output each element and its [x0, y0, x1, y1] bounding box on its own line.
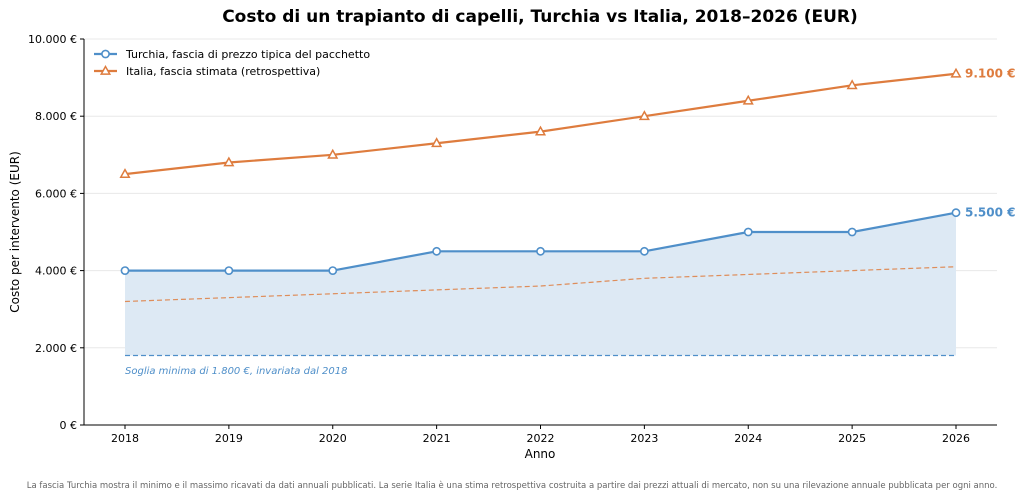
data-point-italia	[327, 148, 339, 159]
series-markers	[119, 67, 962, 275]
data-point-turchia	[536, 246, 545, 256]
series-line-italia	[124, 72, 957, 176]
y-tick-label: 4.000 €	[35, 265, 77, 278]
x-tick-label: 2019	[215, 432, 243, 445]
data-point-italia	[846, 79, 858, 90]
italia-lower-line	[124, 266, 957, 303]
legend-marker-turchia	[101, 49, 110, 59]
data-point-italia	[950, 67, 962, 78]
data-point-italia	[638, 110, 650, 121]
y-axis-label: Costo per intervento (EUR)	[8, 151, 22, 313]
data-point-italia	[534, 125, 547, 136]
data-point-turchia	[120, 266, 130, 275]
x-tick-label: 2026	[942, 432, 970, 445]
y-tick-label: 10.000 €	[28, 33, 77, 46]
legend: Turchia, fascia di prezzo tipica del pac…	[94, 48, 370, 78]
legend-label-turchia: Turchia, fascia di prezzo tipica del pac…	[125, 48, 370, 61]
data-point-italia	[119, 168, 131, 178]
x-tick-label: 2022	[527, 432, 555, 445]
footnote: La fascia Turchia mostra il minimo e il …	[27, 480, 998, 491]
threshold-annotation: Soglia minima di 1.800 €, invariata dal …	[125, 366, 347, 377]
data-point-turchia	[951, 208, 961, 218]
data-point-italia	[223, 156, 235, 167]
end-labels: 5.500 € 9.100 €	[965, 67, 1015, 220]
data-point-turchia	[432, 246, 442, 256]
data-point-turchia	[743, 227, 753, 237]
x-tick-label: 2025	[838, 432, 866, 445]
turchia-band-area	[125, 212, 956, 356]
x-tick-label: 2023	[630, 432, 658, 445]
y-tick-label: 0 €	[60, 419, 78, 432]
y-tick-label: 2.000 €	[35, 342, 77, 355]
tick-labels: 0 € 2.000 € 4.000 € 6.000 € 8.000 € 10.000 € 2…	[28, 33, 970, 445]
x-tick-label: 2024	[734, 432, 762, 445]
y-tick-label: 8.000 €	[35, 110, 77, 123]
data-point-italia	[742, 94, 754, 105]
chart-title: Costo di un trapianto di capelli, Turchi…	[222, 7, 858, 27]
turchia-band	[124, 212, 957, 357]
legend-label-italia: Italia, fascia stimata (retrospettiva)	[126, 65, 320, 78]
y-tick-label: 6.000 €	[35, 187, 77, 200]
data-point-turchia	[639, 246, 649, 256]
x-tick-label: 2021	[423, 432, 451, 445]
data-point-italia	[431, 137, 443, 148]
data-point-turchia	[328, 266, 338, 275]
x-tick-label: 2020	[319, 432, 347, 445]
end-label-turchia: 5.500 €	[965, 206, 1015, 220]
x-axis-label: Anno	[525, 447, 556, 461]
legend-marker-italia	[99, 64, 112, 75]
data-point-turchia	[224, 266, 234, 275]
end-label-italia: 9.100 €	[965, 67, 1015, 81]
data-point-turchia	[847, 227, 857, 237]
x-tick-label: 2018	[111, 432, 139, 445]
